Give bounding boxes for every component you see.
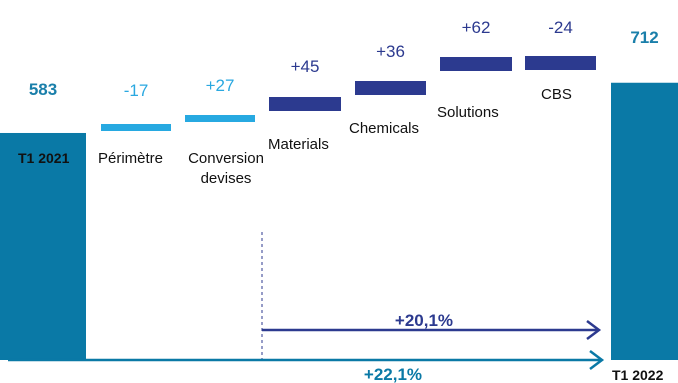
value-label-solutions: +62 — [462, 18, 491, 37]
bars-layer — [0, 56, 678, 361]
value-label-materials: +45 — [291, 57, 320, 76]
value-label-cbs: -24 — [548, 18, 573, 37]
value-label-t1-2021: 583 — [29, 80, 57, 99]
category-label-materials: Materials — [268, 136, 329, 153]
bar-chemicals — [355, 81, 426, 95]
bar-materials — [269, 97, 341, 111]
organic-growth-arrow: +20,1% — [262, 311, 602, 340]
bar-conversion-devises — [185, 115, 255, 122]
value-label-chemicals: +36 — [376, 42, 405, 61]
category-label-chemicals: Chemicals — [349, 120, 419, 137]
bar-t1-2022 — [611, 82, 678, 361]
category-label-t1-2022: T1 2022 — [612, 367, 664, 383]
total-growth-arrow: +22,1% — [8, 350, 605, 383]
category-label-solutions: Solutions — [437, 104, 499, 121]
total-growth-label: +22,1% — [364, 365, 422, 383]
category-label-cbs: CBS — [541, 86, 572, 103]
bar-périmètre — [101, 124, 171, 131]
value-label-t1-2022: 712 — [630, 28, 658, 47]
organic-growth-label: +20,1% — [395, 311, 453, 330]
value-label-périmètre: -17 — [124, 81, 149, 100]
category-label-périmètre: Périmètre — [98, 150, 163, 167]
bar-t1-2021 — [0, 132, 86, 360]
bar-solutions — [440, 57, 512, 71]
category-label-conversion-devises: Conversion devises — [188, 150, 264, 187]
bar-cbs — [525, 56, 596, 70]
value-label-conversion-devises: +27 — [206, 76, 235, 95]
category-label-t1-2021: T1 2021 — [18, 150, 70, 166]
labels-layer: 583 T1 2021 -17 Périmètre +27 Conversion devis… — [18, 18, 664, 383]
